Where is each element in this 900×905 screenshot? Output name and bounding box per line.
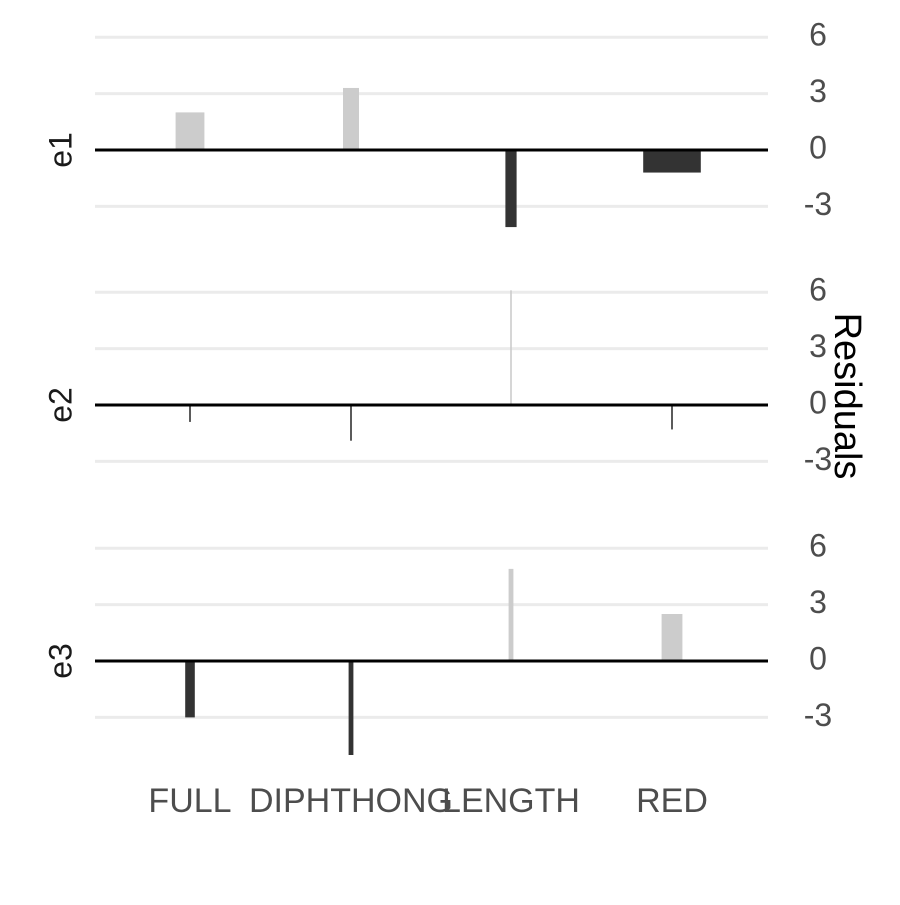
bar-e3-length [508,568,514,661]
bar-e3-full [185,661,195,718]
y-tick-label-e3--3: -3 [804,697,832,733]
bar-e3-red [661,614,683,661]
y-tick-label-e3-6: 6 [809,528,827,564]
panel-label-e2: e2 [42,387,78,423]
panel-e2: 6 3 0 -3 e2 [42,272,832,477]
y-tick-label-e1--3: -3 [804,186,832,222]
y-axis-title: Residuals [826,313,868,480]
y-tick-label-e3-3: 3 [809,584,827,620]
bar-e1-full [175,112,205,150]
y-tick-label-e1-0: 0 [809,129,827,165]
bar-e2-full [189,405,191,422]
y-tick-label-e1-6: 6 [809,17,827,53]
bar-e2-red [671,405,673,430]
y-tick-label-e2-3: 3 [809,328,827,364]
bar-e1-diphthong [343,87,359,150]
panels-layer: 6 3 0 -3 e1 6 3 0 -3 e2 6 3 0 -3 e3 [42,17,832,755]
y-tick-label-e3-0: 0 [809,640,827,676]
y-tick-label-e2-0: 0 [809,384,827,420]
bar-e2-diphthong [350,405,352,441]
bar-e1-length [505,150,517,228]
panel-e1: 6 3 0 -3 e1 [42,17,832,228]
bar-e3-diphthong [348,661,354,755]
bar-e1-red [643,150,701,173]
panel-label-e1: e1 [42,132,78,168]
panel-e3: 6 3 0 -3 e3 [42,528,832,755]
y-tick-label-e2-6: 6 [809,272,827,308]
panel-label-e3: e3 [42,643,78,679]
x-tick-label-full: FULL [148,782,231,820]
x-tick-label-diphthong: DIPHTHONG [249,782,453,820]
y-tick-label-e2--3: -3 [804,441,832,477]
x-tick-label-length: LENGTH [442,782,580,820]
x-tick-label-red: RED [636,782,708,820]
y-tick-label-e1-3: 3 [809,73,827,109]
bar-e2-length [510,290,512,405]
